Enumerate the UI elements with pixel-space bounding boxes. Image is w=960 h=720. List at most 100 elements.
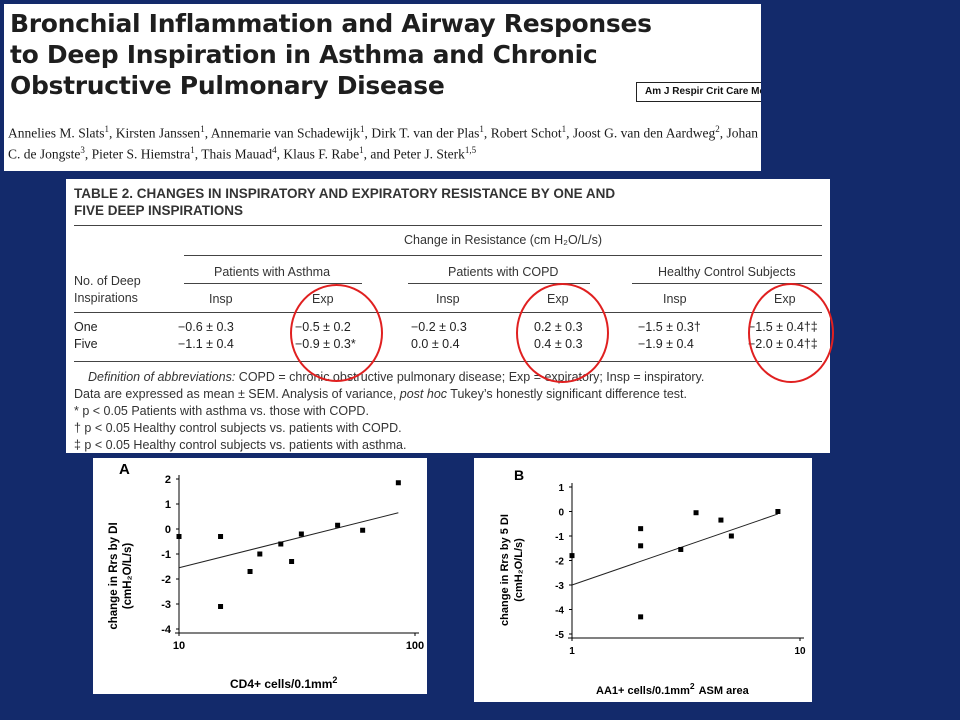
- y-tick-label: -3: [555, 581, 564, 592]
- x-axis-label-b-suffix: ASM area: [699, 685, 750, 697]
- author-affiliation: 3: [80, 144, 85, 155]
- data-point: [728, 533, 734, 539]
- y-axis-label-b: change in Rrs by 5 DI: [499, 514, 511, 626]
- table-title-line-2: FIVE DEEP INSPIRATIONS: [74, 203, 244, 218]
- highlight-circle-copd-exp: [516, 283, 609, 383]
- x-tick-label: 10: [173, 640, 185, 652]
- group-rule-asthma: [184, 283, 362, 284]
- footnote-statistics: Data are expressed as mean ± SEM. Analys…: [74, 387, 687, 401]
- table-spanner-header: Change in Resistance (cm H₂O/L/s): [404, 233, 602, 247]
- data-point: [638, 543, 644, 549]
- y-tick-label: -5: [555, 630, 564, 641]
- data-point: [638, 526, 644, 532]
- trend-line: [178, 512, 399, 569]
- row-label-one: One: [74, 320, 98, 334]
- author-name: Dirk T. van der Plas: [371, 125, 480, 141]
- author-affiliation: 1: [104, 124, 109, 134]
- paper-header: Bronchial Inflammation and Airway Respon…: [4, 4, 761, 171]
- author-name: Robert Schot: [490, 125, 562, 141]
- group-header-copd: Patients with COPD: [448, 265, 559, 279]
- table-cell: −1.1 ± 0.4: [178, 337, 234, 351]
- x-tick-label: 100: [406, 640, 424, 652]
- y-tick-label: -2: [555, 557, 564, 568]
- panel-label-a: A: [119, 461, 130, 478]
- y-tick-label: -3: [161, 599, 171, 611]
- table-cell: 0.0 ± 0.4: [411, 337, 460, 351]
- data-point: [257, 551, 263, 557]
- table-rule-header-bottom: [74, 312, 822, 313]
- y-tick-label: 0: [558, 508, 564, 519]
- y-tick-label: -1: [161, 549, 171, 561]
- footnote-double-dagger: ‡ p < 0.05 Healthy control subjects vs. …: [74, 438, 407, 452]
- subheader-healthy-insp: Insp: [663, 292, 687, 306]
- author-affiliation: 1: [561, 124, 567, 134]
- highlight-circle-healthy-exp: [748, 283, 834, 383]
- data-point: [247, 569, 253, 574]
- author-affiliation: 4: [272, 144, 277, 155]
- table-cell: −0.2 ± 0.3: [411, 320, 467, 334]
- author-affiliation: 1: [479, 124, 484, 134]
- y-axis-label-a: change in Rrs by DI: [108, 522, 120, 629]
- data-point: [218, 534, 224, 539]
- scatter-plot-a-svg: A 210-1-2-3-4 10 100 change in Rrs by DI …: [108, 461, 424, 691]
- y-axis-units-a: (cmH₂O/L/s): [122, 543, 134, 610]
- data-point: [289, 559, 295, 564]
- data-point: [176, 534, 182, 539]
- scatter-plot-a: A 2 1 0 -1 -2 -3 -4 10 100 change in Rrs by DI …: [93, 458, 427, 694]
- author-name: Thais Mauad: [201, 146, 273, 161]
- table-rule-top: [74, 225, 822, 226]
- group-header-asthma: Patients with Asthma: [214, 265, 331, 279]
- row-header-line-1: No. of Deep: [74, 274, 141, 288]
- data-point: [218, 604, 224, 609]
- y-axis-units-b: (cmH₂O/L/s): [513, 538, 525, 602]
- author-list: Annelies M. Slats1, Kirsten Janssen1, An…: [8, 124, 758, 161]
- paper-title-line-3: Obstructive Pulmonary Disease: [10, 71, 445, 100]
- table-rule-bottom: [74, 361, 822, 362]
- table-cell: −0.6 ± 0.3: [178, 320, 234, 334]
- y-tick-label: -4: [161, 624, 172, 636]
- author-name: Pieter S. Hiemstra: [91, 146, 191, 161]
- author-name: Kirsten Janssen: [115, 125, 201, 141]
- data-point: [775, 509, 781, 514]
- y-tick-label: -2: [161, 574, 171, 586]
- row-label-five: Five: [74, 337, 98, 351]
- author-affiliation: 1,5: [464, 144, 477, 155]
- trend-line: [571, 513, 779, 586]
- data-point: [278, 541, 284, 547]
- table-cell: −1.5 ± 0.3†: [638, 320, 701, 334]
- footnote-dagger: † p < 0.05 Healthy control subjects vs. …: [74, 421, 402, 435]
- footnote-abbreviations: Definition of abbreviations: COPD = chro…: [88, 370, 705, 384]
- subheader-asthma-insp: Insp: [209, 292, 233, 306]
- table-spanner-rule: [184, 255, 822, 256]
- data-point: [718, 517, 724, 523]
- y-tick-label: -1: [555, 532, 564, 543]
- author-name: Annelies M. Slats: [8, 125, 105, 141]
- panel-label-b: B: [514, 467, 524, 483]
- highlight-circle-asthma-exp: [290, 284, 383, 382]
- author-name: Annemarie van Schadewijk: [210, 125, 361, 141]
- footnote-asterisk: * p < 0.05 Patients with asthma vs. thos…: [74, 404, 369, 418]
- author-name: Peter J. Sterk: [393, 146, 465, 161]
- x-axis-label-b-sup: 2: [690, 681, 695, 691]
- author-name: Joost G. van den Aardweg: [572, 125, 716, 141]
- data-point: [298, 531, 304, 537]
- x-tick-label: 10: [794, 646, 806, 657]
- author-affiliation: 1: [359, 144, 364, 155]
- x-tick-label: 1: [569, 646, 575, 657]
- table-title: TABLE 2. CHANGES IN INSPIRATORY AND EXPI…: [74, 185, 714, 219]
- y-tick-label: 1: [558, 483, 564, 494]
- x-axis-label-a: CD4+ cells/0.1mm2: [230, 675, 337, 691]
- y-tick-label: 2: [165, 474, 171, 486]
- data-point: [360, 527, 366, 533]
- data-point: [569, 553, 575, 559]
- scatter-plot-b: B 1 0 -1 -2 -3 -4 -5 1 10 change in Rrs by 5 DI…: [474, 458, 812, 702]
- paper-title: Bronchial Inflammation and Airway Respon…: [10, 8, 710, 101]
- group-rule-copd: [408, 283, 590, 284]
- group-header-healthy: Healthy Control Subjects: [658, 265, 796, 279]
- table-cell: −1.9 ± 0.4: [638, 337, 694, 351]
- x-axis-label-a-text: CD4+ cells/0.1mm: [230, 677, 332, 691]
- subheader-copd-insp: Insp: [436, 292, 460, 306]
- paper-title-line-1: Bronchial Inflammation and Airway Respon…: [10, 9, 652, 38]
- data-point: [693, 510, 699, 516]
- paper-title-line-2: to Deep Inspiration in Asthma and Chroni…: [10, 40, 598, 69]
